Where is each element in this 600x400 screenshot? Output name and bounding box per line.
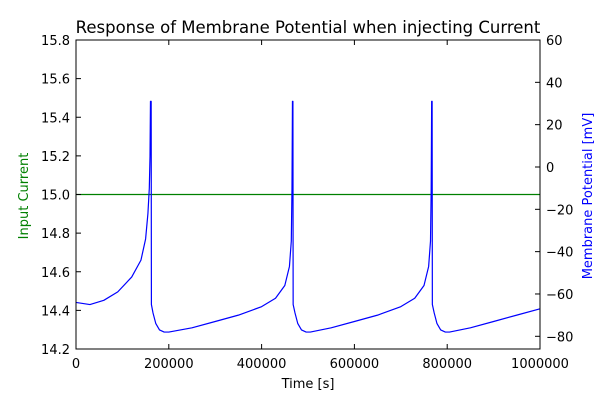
- left-y-tick-label: 14.6: [41, 266, 70, 281]
- left-y-tick-label: 14.4: [41, 304, 70, 319]
- right-y-tick-label: −80: [546, 330, 573, 345]
- right-axis-label: Membrane Potential [mV]: [581, 113, 596, 280]
- left-y-tick-label: 15.6: [41, 73, 70, 88]
- x-tick-label: 800000: [422, 357, 472, 372]
- x-tick-label: 400000: [237, 357, 287, 372]
- x-axis-label: Time [s]: [281, 377, 335, 392]
- x-tick-label: 1000000: [511, 357, 569, 372]
- left-y-tick-label: 14.2: [41, 343, 70, 358]
- left-y-tick-label: 15.8: [41, 34, 70, 49]
- left-y-tick-label: 15.4: [41, 111, 70, 126]
- left-y-tick-label: 15.2: [41, 150, 70, 165]
- x-tick-label: 600000: [330, 357, 380, 372]
- right-y-tick-label: 20: [546, 119, 563, 134]
- right-y-tick-label: 60: [546, 34, 563, 49]
- left-y-tick-label: 14.8: [41, 227, 70, 242]
- right-y-tick-label: −60: [546, 288, 573, 303]
- membrane-potential-line: [75, 100, 541, 333]
- axis-ticks: 0 200000 400000 600000 800000 1000000 14.2 14.4…: [41, 34, 573, 372]
- left-y-tick-label: 15.0: [41, 189, 70, 204]
- right-y-tick-label: 40: [546, 76, 563, 91]
- plot-area: [75, 100, 541, 333]
- chart-title: Response of Membrane Potential when inje…: [76, 18, 541, 37]
- x-tick-label: 200000: [144, 357, 194, 372]
- right-y-tick-label: 0: [546, 161, 554, 176]
- left-axis-label: Input Current: [17, 153, 32, 240]
- right-y-tick-label: −20: [546, 203, 573, 218]
- right-y-tick-label: −40: [546, 246, 573, 261]
- x-tick-label: 0: [72, 357, 80, 372]
